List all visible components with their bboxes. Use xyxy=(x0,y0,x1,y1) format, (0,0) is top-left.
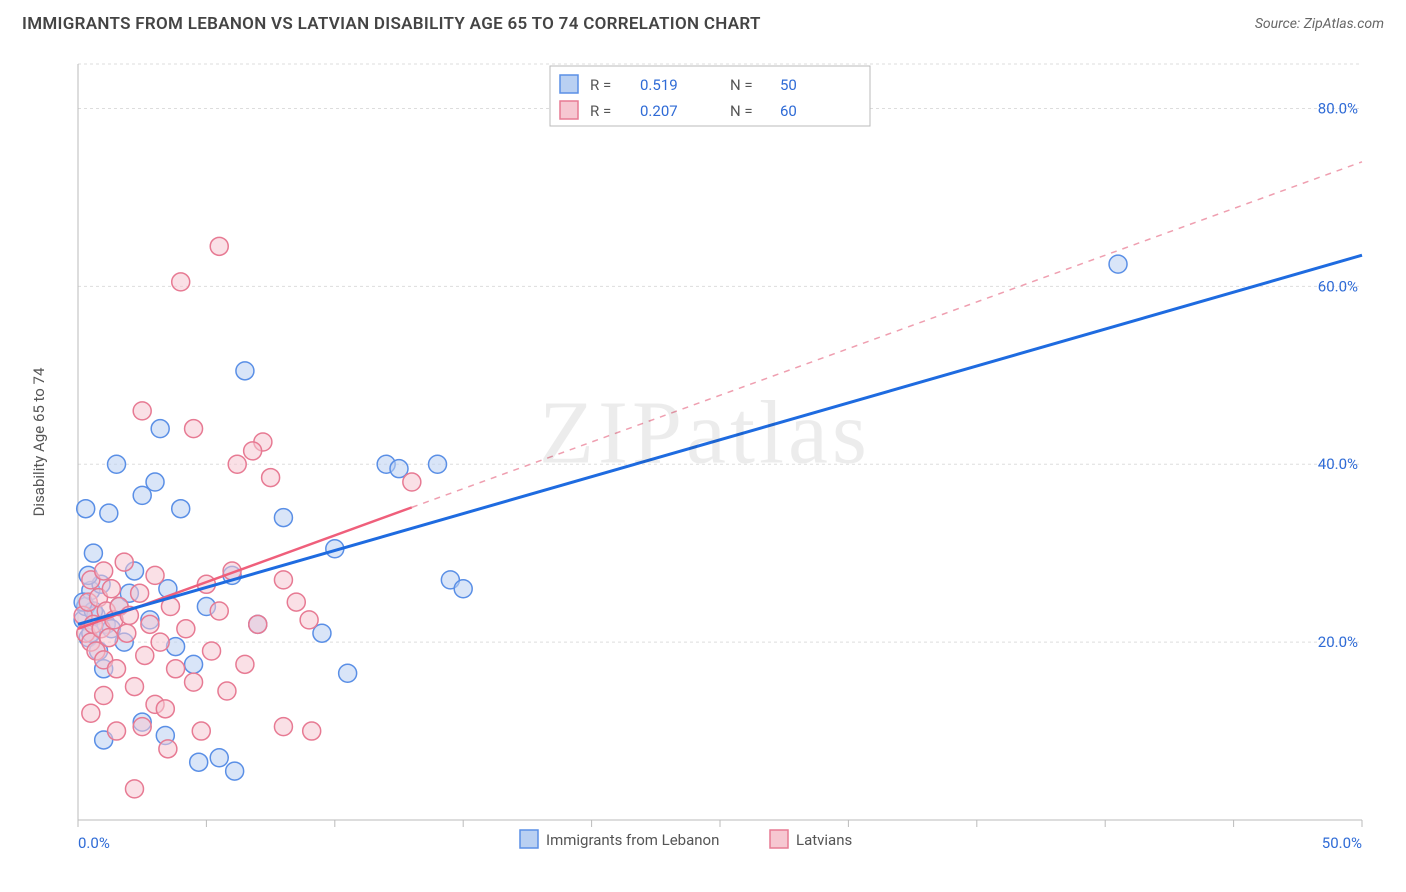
y-tick-label: 60.0% xyxy=(1318,277,1358,295)
data-point xyxy=(82,704,100,722)
data-point xyxy=(167,660,185,678)
data-point xyxy=(141,615,159,633)
data-point xyxy=(108,660,126,678)
data-point xyxy=(151,420,169,438)
data-point xyxy=(274,718,292,736)
data-point xyxy=(303,722,321,740)
source-label: Source: ZipAtlas.com xyxy=(1255,16,1384,32)
data-point xyxy=(244,442,262,460)
data-point xyxy=(287,593,305,611)
legend-r-label: R = xyxy=(590,102,611,120)
data-point xyxy=(190,753,208,771)
y-tick-label: 40.0% xyxy=(1318,455,1358,473)
chart-title: IMMIGRANTS FROM LEBANON VS LATVIAN DISAB… xyxy=(22,14,761,34)
scatter-series xyxy=(74,255,1127,780)
data-point xyxy=(226,762,244,780)
data-point xyxy=(133,718,151,736)
data-point xyxy=(210,749,228,767)
data-point xyxy=(185,420,203,438)
series-legend: Immigrants from Lebanon Latvians xyxy=(520,830,852,849)
data-point xyxy=(249,615,267,633)
x-tick-label: 50.0% xyxy=(1322,834,1362,852)
legend-r-label: R = xyxy=(590,76,611,94)
data-point xyxy=(100,629,118,647)
data-point xyxy=(108,722,126,740)
data-point xyxy=(118,624,136,642)
y-tick-label: 80.0% xyxy=(1318,99,1358,117)
legend-series-label: Immigrants from Lebanon xyxy=(546,831,719,849)
y-tick-label: 20.0% xyxy=(1318,633,1358,651)
data-point xyxy=(454,580,472,598)
data-point xyxy=(77,500,95,518)
data-point xyxy=(274,571,292,589)
legend-swatch xyxy=(520,830,538,848)
data-point xyxy=(102,580,120,598)
legend-n-label: N = xyxy=(730,102,753,120)
data-point xyxy=(228,455,246,473)
data-point xyxy=(151,633,169,651)
data-point xyxy=(274,509,292,527)
data-point xyxy=(236,655,254,673)
data-point xyxy=(192,722,210,740)
chart-area: 0.0% 50.0% 20.0% 40.0% 60.0% 80.0% Disability … xyxy=(22,50,1388,882)
data-point xyxy=(1109,255,1127,273)
data-point xyxy=(146,566,164,584)
data-point xyxy=(403,473,421,491)
data-point xyxy=(115,553,133,571)
legend-swatch xyxy=(560,101,578,119)
data-point xyxy=(100,504,118,522)
data-point xyxy=(108,455,126,473)
data-point xyxy=(210,602,228,620)
data-point xyxy=(218,682,236,700)
chart-header: IMMIGRANTS FROM LEBANON VS LATVIAN DISAB… xyxy=(0,0,1406,44)
x-tick-label: 0.0% xyxy=(78,834,110,852)
data-point xyxy=(131,584,149,602)
legend-series-label: Latvians xyxy=(796,831,852,849)
data-point xyxy=(262,469,280,487)
data-point xyxy=(146,473,164,491)
data-point xyxy=(172,273,190,291)
regression-line-latvians-extrapolated xyxy=(412,162,1362,508)
legend-n-value: 60 xyxy=(780,102,797,120)
data-point xyxy=(203,642,221,660)
scatter-series xyxy=(74,237,421,798)
data-point xyxy=(125,678,143,696)
legend-swatch xyxy=(770,830,788,848)
data-point xyxy=(339,664,357,682)
legend-r-value: 0.207 xyxy=(640,102,678,120)
data-point xyxy=(84,544,102,562)
data-point xyxy=(300,611,318,629)
data-point xyxy=(156,700,174,718)
legend-swatch xyxy=(560,75,578,93)
data-point xyxy=(125,780,143,798)
data-point xyxy=(185,673,203,691)
data-point xyxy=(136,646,154,664)
data-point xyxy=(429,455,447,473)
data-point xyxy=(95,686,113,704)
correlation-scatter-chart: 0.0% 50.0% 20.0% 40.0% 60.0% 80.0% Disability … xyxy=(22,50,1388,882)
data-point xyxy=(177,620,195,638)
data-point xyxy=(236,362,254,380)
legend-n-value: 50 xyxy=(780,76,797,94)
y-axis-title: Disability Age 65 to 74 xyxy=(30,367,48,516)
data-point xyxy=(185,655,203,673)
data-point xyxy=(159,740,177,758)
legend-r-value: 0.519 xyxy=(640,76,678,94)
data-point xyxy=(95,562,113,580)
data-point xyxy=(210,237,228,255)
data-point xyxy=(172,500,190,518)
data-point xyxy=(133,402,151,420)
legend-n-label: N = xyxy=(730,76,753,94)
